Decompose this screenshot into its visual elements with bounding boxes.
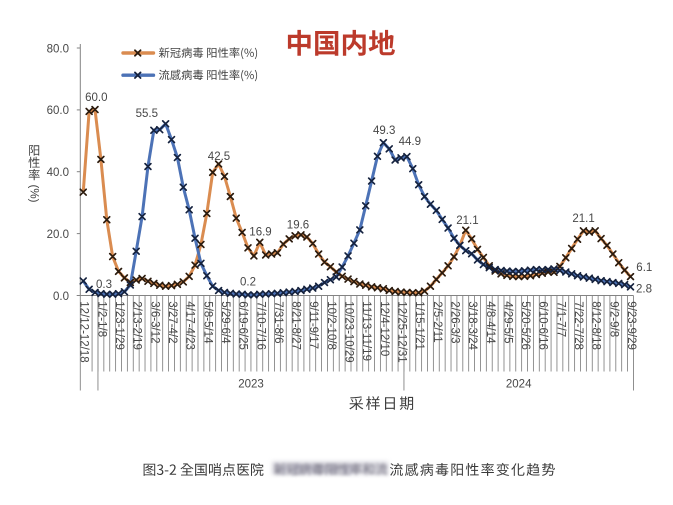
svg-text:4/17-4/23: 4/17-4/23 <box>184 301 196 350</box>
svg-text:2/26-3/3: 2/26-3/3 <box>449 301 461 343</box>
svg-text:12/25-12/31: 12/25-12/31 <box>396 301 408 362</box>
svg-text:5/29-6/4: 5/29-6/4 <box>219 301 231 344</box>
svg-text:21.1: 21.1 <box>456 215 478 227</box>
svg-text:2023: 2023 <box>238 379 264 391</box>
svg-text:10/2-10/8: 10/2-10/8 <box>325 301 337 350</box>
svg-text:0.0: 0.0 <box>53 291 69 303</box>
svg-text:11/13-11/19: 11/13-11/19 <box>360 301 372 361</box>
svg-text:2/5-2/11: 2/5-2/11 <box>431 301 443 342</box>
svg-text:3/27-4/2: 3/27-4/2 <box>166 301 178 343</box>
svg-text:7/1-7/7: 7/1-7/7 <box>554 301 566 337</box>
svg-text:1/15-1/21: 1/15-1/21 <box>413 301 425 350</box>
svg-text:9/23-9/29: 9/23-9/29 <box>625 301 637 350</box>
svg-text:6/10-6/16: 6/10-6/16 <box>537 301 549 350</box>
svg-text:60.0: 60.0 <box>47 105 69 117</box>
svg-text:(%): (%) <box>28 184 41 202</box>
svg-text:3/18-3/24: 3/18-3/24 <box>466 301 478 350</box>
svg-text:21.1: 21.1 <box>572 213 594 225</box>
svg-text:2024: 2024 <box>506 379 532 391</box>
svg-text:16.9: 16.9 <box>249 227 271 239</box>
svg-text:8/21-8/27: 8/21-8/27 <box>290 301 302 350</box>
svg-text:12/4-12/10: 12/4-12/10 <box>378 301 390 356</box>
svg-text:7/10-7/16: 7/10-7/16 <box>254 301 266 350</box>
svg-text:1/2-1/8: 1/2-1/8 <box>95 301 107 337</box>
svg-text:60.0: 60.0 <box>85 92 107 104</box>
svg-text:5/20-5/26: 5/20-5/26 <box>519 301 531 350</box>
svg-text:55.5: 55.5 <box>136 108 158 120</box>
svg-text:40.0: 40.0 <box>47 167 69 179</box>
svg-text:9/11-9/17: 9/11-9/17 <box>307 301 319 349</box>
svg-text:1/23-1/29: 1/23-1/29 <box>113 301 125 350</box>
svg-text:0.2: 0.2 <box>240 277 256 289</box>
svg-text:49.3: 49.3 <box>373 125 395 137</box>
svg-text:4/8-4/14: 4/8-4/14 <box>484 301 496 344</box>
svg-text:10/23-10/29: 10/23-10/29 <box>343 301 355 362</box>
svg-text:3/6-3/12: 3/6-3/12 <box>148 301 160 343</box>
svg-text:42.5: 42.5 <box>208 151 230 163</box>
svg-text:20.0: 20.0 <box>47 229 69 241</box>
svg-text:12/12-12/18: 12/12-12/18 <box>78 301 90 362</box>
svg-text:6.1: 6.1 <box>636 262 652 274</box>
svg-text:5/8-5/14: 5/8-5/14 <box>201 301 213 344</box>
svg-text:7/31-8/6: 7/31-8/6 <box>272 301 284 343</box>
svg-text:8/12-8/18: 8/12-8/18 <box>590 301 602 350</box>
svg-text:6/19-6/25: 6/19-6/25 <box>237 301 249 350</box>
svg-text:9/2-9/8: 9/2-9/8 <box>607 301 619 337</box>
svg-text:19.6: 19.6 <box>287 219 309 231</box>
svg-text:44.9: 44.9 <box>399 136 421 148</box>
svg-text:0.3: 0.3 <box>96 279 112 291</box>
svg-text:2.8: 2.8 <box>636 284 652 296</box>
svg-text:80.0: 80.0 <box>47 43 69 55</box>
svg-text:4/29-5/5: 4/29-5/5 <box>501 301 513 343</box>
svg-text:7/22-7/28: 7/22-7/28 <box>572 301 584 350</box>
svg-text:2/13-2/19: 2/13-2/19 <box>131 301 143 350</box>
